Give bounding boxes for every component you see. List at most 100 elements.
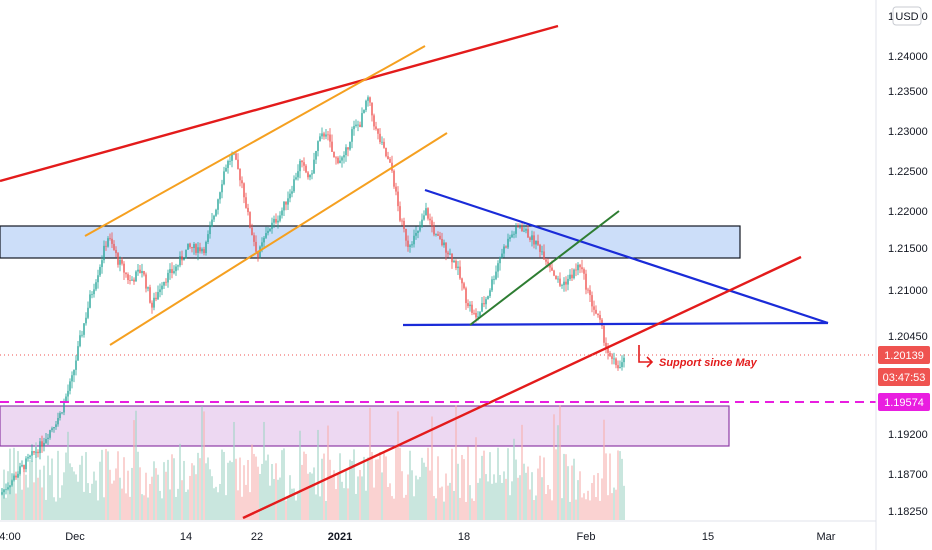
- volume-bar: [425, 466, 427, 520]
- volume-bar: [563, 453, 565, 520]
- candle-body: [329, 134, 331, 142]
- candle-body: [461, 278, 463, 284]
- candle-body: [299, 160, 301, 172]
- volume-bar: [137, 451, 139, 520]
- volume-bar: [1, 488, 3, 520]
- rising-wedge-line[interactable]: [469, 210, 620, 326]
- candle-body: [581, 267, 583, 270]
- volume-bar: [397, 411, 399, 520]
- currency-button[interactable]: USD: [895, 11, 918, 23]
- candle-body: [193, 244, 195, 249]
- volume-bar: [513, 438, 515, 520]
- time-tick-label: 4:00: [0, 531, 21, 543]
- volume-bar: [495, 482, 497, 520]
- candle-body: [195, 244, 197, 253]
- price-tick-label: 1.19200: [888, 429, 928, 441]
- volume-bar: [521, 424, 523, 520]
- volume-bar: [27, 487, 29, 520]
- demand-zone[interactable]: [0, 405, 730, 447]
- support-annotation[interactable]: Support since May: [659, 357, 758, 369]
- volume-bar: [267, 454, 269, 520]
- volume-bar: [431, 416, 433, 520]
- candle-body: [599, 315, 601, 320]
- volume-bar: [65, 452, 67, 520]
- volume-bar: [609, 453, 611, 520]
- volume-bar: [525, 472, 527, 520]
- time-tick-label: 14: [180, 531, 192, 543]
- candle-body: [301, 160, 303, 163]
- volume-bar: [29, 459, 31, 520]
- candle-body: [67, 390, 69, 397]
- volume-bar: [249, 492, 251, 520]
- candle-body: [465, 288, 467, 304]
- channel-upper-line[interactable]: [84, 45, 426, 237]
- volume-bar: [487, 481, 489, 520]
- candle-body: [377, 128, 379, 134]
- volume-bar: [449, 482, 451, 520]
- volume-bar: [207, 457, 209, 520]
- volume-bar: [315, 494, 317, 520]
- volume-bar: [91, 483, 93, 520]
- candle-body: [345, 147, 347, 156]
- candle-body: [435, 234, 437, 235]
- volume-bar: [573, 458, 575, 520]
- volume-bar: [469, 485, 471, 520]
- volume-bar: [309, 472, 311, 520]
- price-tag-box: [878, 346, 930, 364]
- candle-body: [479, 311, 481, 317]
- price-axis[interactable]: 1.245001.240001.235001.230001.225001.220…: [888, 11, 928, 518]
- candle-body: [207, 234, 209, 242]
- volume-bar: [479, 478, 481, 520]
- volume-bar: [125, 493, 127, 520]
- candle-body: [423, 215, 425, 220]
- candle-body: [213, 215, 215, 220]
- volume-bar: [139, 467, 141, 520]
- candle-body: [483, 303, 485, 305]
- candle-body: [225, 167, 227, 172]
- time-tick-label: Dec: [65, 531, 85, 543]
- volume-bar: [617, 450, 619, 520]
- candle-body: [383, 141, 385, 148]
- candle-body: [153, 297, 155, 308]
- candle-body: [381, 141, 383, 143]
- resistance-zone[interactable]: [0, 225, 741, 259]
- volume-bar: [37, 477, 39, 520]
- candle-body: [7, 487, 9, 490]
- volume-bar: [23, 464, 25, 520]
- price-tags: 1.20139 03:47:53 1.19574: [878, 346, 930, 411]
- volume-bars: [1, 405, 625, 520]
- time-axis[interactable]: 4:00 Dec 14 22 2021 18 Feb 15 Mar: [0, 531, 836, 543]
- candles[interactable]: [1, 95, 625, 499]
- candle-body: [21, 465, 23, 467]
- support-since-may-line[interactable]: [242, 255, 802, 520]
- long-resistance-line[interactable]: [0, 24, 559, 183]
- candle-body: [617, 365, 619, 369]
- candle-body: [199, 247, 201, 252]
- volume-bar: [485, 474, 487, 520]
- volume-bar: [451, 448, 453, 520]
- volume-bar: [55, 501, 57, 520]
- volume-bar: [181, 480, 183, 520]
- candle-body: [379, 133, 381, 143]
- candle-body: [59, 413, 61, 418]
- price-tick-label: 1.21500: [888, 243, 928, 255]
- neckline[interactable]: [402, 321, 829, 327]
- volume-bar: [483, 450, 485, 520]
- volume-bar: [357, 476, 359, 520]
- volume-bar: [287, 496, 289, 520]
- triangle-upper-line[interactable]: [424, 188, 829, 325]
- candle-body: [433, 226, 435, 235]
- candle-body: [33, 451, 35, 453]
- channel-lower-line[interactable]: [109, 132, 448, 346]
- candle-body: [491, 279, 493, 291]
- candle-body: [149, 287, 151, 303]
- volume-bar: [323, 453, 325, 520]
- annotation-arrow: [638, 345, 654, 368]
- currency-button-box[interactable]: [892, 6, 922, 26]
- candle-body: [147, 287, 149, 289]
- candle-body: [61, 412, 63, 414]
- volume-bar: [387, 487, 389, 520]
- volume-bar: [237, 490, 239, 520]
- candle-body: [597, 313, 599, 316]
